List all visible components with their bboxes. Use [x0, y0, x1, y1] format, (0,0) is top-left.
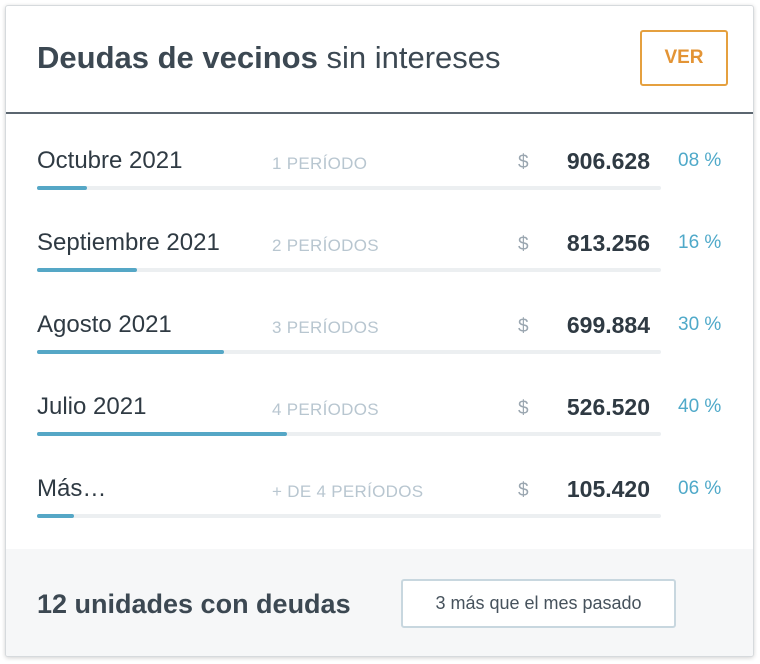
periods-label: 1 PERÍODO	[272, 154, 368, 173]
title-strong: Deudas de vecinos	[37, 40, 318, 75]
currency-symbol: $	[518, 316, 529, 337]
amount-value: 105.420	[566, 476, 650, 502]
progress-fill	[37, 350, 224, 354]
list-item: Agosto 2021 3 PERÍODOS $ 699.884 30 %	[6, 278, 753, 360]
card-title: Deudas de vecinos sin intereses	[37, 40, 501, 76]
month-label: Agosto 2021	[37, 311, 172, 338]
month-label: Septiembre 2021	[37, 229, 220, 256]
percent-value: 06 %	[678, 478, 722, 499]
progress-track	[37, 432, 661, 436]
progress-fill	[37, 268, 137, 272]
amount-value: 906.628	[566, 148, 650, 174]
amount-value: 526.520	[566, 394, 650, 420]
progress-fill	[37, 186, 87, 190]
percent-value: 40 %	[678, 396, 722, 417]
month-label: Julio 2021	[37, 393, 147, 420]
title-light: sin intereses	[326, 40, 501, 75]
amount-value: 813.256	[566, 230, 650, 256]
progress-track	[37, 514, 661, 518]
currency-symbol: $	[518, 234, 529, 255]
percent-value: 16 %	[678, 232, 722, 253]
periods-label: 4 PERÍODOS	[272, 400, 379, 419]
debts-card: Deudas de vecinos sin intereses VER Octu…	[5, 5, 754, 657]
currency-symbol: $	[518, 480, 529, 501]
units-with-debts: 12 unidades con deudas	[37, 589, 351, 619]
list-item: Más… + DE 4 PERÍODOS $ 105.420 06 %	[6, 442, 753, 524]
periods-label: 3 PERÍODOS	[272, 318, 379, 337]
periods-label: + DE 4 PERÍODOS	[272, 482, 424, 501]
percent-value: 30 %	[678, 314, 722, 335]
amount-value: 699.884	[566, 312, 650, 338]
progress-track	[37, 268, 661, 272]
percent-value: 08 %	[678, 150, 722, 171]
currency-symbol: $	[518, 398, 529, 419]
comparison-badge: 3 más que el mes pasado	[401, 579, 676, 628]
currency-symbol: $	[518, 152, 529, 173]
progress-track	[37, 186, 661, 190]
card-footer: 12 unidades con deudas 3 más que el mes …	[6, 549, 753, 656]
progress-fill	[37, 514, 74, 518]
list-item: Septiembre 2021 2 PERÍODOS $ 813.256 16 …	[6, 196, 753, 278]
month-label: Más…	[37, 475, 107, 502]
card-header: Deudas de vecinos sin intereses VER	[6, 6, 753, 114]
periods-label: 2 PERÍODOS	[272, 236, 379, 255]
month-label: Octubre 2021	[37, 147, 183, 174]
progress-track	[37, 350, 661, 354]
list-item: Julio 2021 4 PERÍODOS $ 526.520 40 %	[6, 360, 753, 442]
ver-button[interactable]: VER	[640, 30, 728, 86]
list-item: Octubre 2021 1 PERÍODO $ 906.628 08 %	[6, 114, 753, 196]
progress-fill	[37, 432, 287, 436]
